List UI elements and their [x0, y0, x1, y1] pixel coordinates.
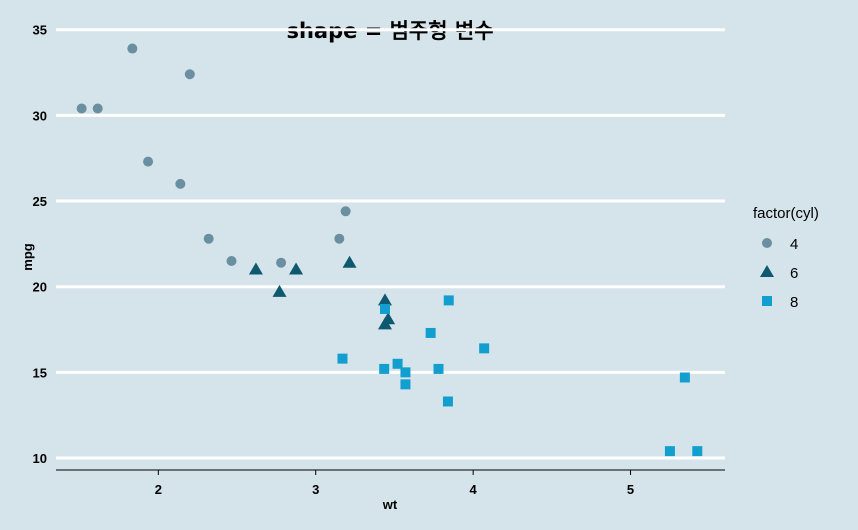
point-cyl-8	[692, 446, 703, 457]
legend-title: factor(cyl)	[753, 205, 819, 222]
point-cyl-6	[289, 262, 304, 275]
y-tick-label: 10	[33, 451, 47, 466]
legend-key-4	[762, 238, 772, 248]
legend-key-8	[762, 296, 772, 306]
x-axis-ticks: 2 3 4 5	[155, 470, 634, 497]
x-tick-label: 3	[312, 482, 319, 497]
point-cyl-4	[334, 233, 345, 244]
x-tick-label: 4	[470, 482, 478, 497]
y-tick-label: 30	[33, 108, 47, 123]
point-cyl-6	[377, 317, 392, 330]
x-axis-label: wt	[382, 497, 398, 512]
point-cyl-6	[272, 284, 287, 297]
legend-label-6: 6	[790, 265, 798, 282]
point-cyl-4	[203, 233, 214, 244]
point-cyl-4	[92, 103, 103, 114]
point-cyl-4	[276, 257, 287, 268]
point-cyl-8	[442, 396, 453, 407]
y-axis-ticks: 10 15 20 25 30 35	[33, 23, 47, 466]
y-tick-label: 15	[33, 365, 47, 380]
point-cyl-8	[433, 363, 444, 374]
point-cyl-4	[184, 69, 195, 80]
point-cyl-4	[175, 178, 186, 189]
y-tick-label: 35	[33, 23, 47, 38]
point-cyl-8	[400, 367, 411, 378]
point-cyl-8	[379, 303, 390, 314]
legend-label-8: 8	[790, 294, 798, 311]
legend: factor(cyl) 4 6 8	[753, 205, 819, 311]
point-cyl-8	[400, 379, 411, 390]
point-cyl-4	[127, 43, 138, 54]
y-tick-label: 25	[33, 194, 47, 209]
x-tick-label: 2	[155, 482, 162, 497]
point-cyl-8	[379, 363, 390, 374]
y-axis-label: mpg	[20, 243, 35, 271]
point-cyl-8	[679, 372, 690, 383]
point-cyl-8	[664, 446, 675, 457]
point-cyl-8	[425, 327, 436, 338]
y-tick-label: 20	[33, 280, 47, 295]
point-cyl-4	[340, 206, 351, 217]
legend-label-4: 4	[790, 236, 798, 253]
gridlines	[56, 28, 725, 460]
point-cyl-6	[342, 255, 357, 268]
point-cyl-4	[226, 255, 237, 266]
point-cyl-8	[479, 343, 490, 354]
data-points	[76, 43, 703, 457]
point-cyl-8	[337, 353, 348, 364]
legend-key-6	[760, 265, 774, 277]
point-cyl-8	[443, 295, 454, 306]
point-cyl-4	[76, 103, 87, 114]
x-tick-label: 5	[627, 482, 634, 497]
point-cyl-6	[377, 293, 392, 306]
point-cyl-4	[143, 156, 154, 167]
point-cyl-8	[392, 358, 403, 369]
point-cyl-6	[248, 262, 263, 275]
